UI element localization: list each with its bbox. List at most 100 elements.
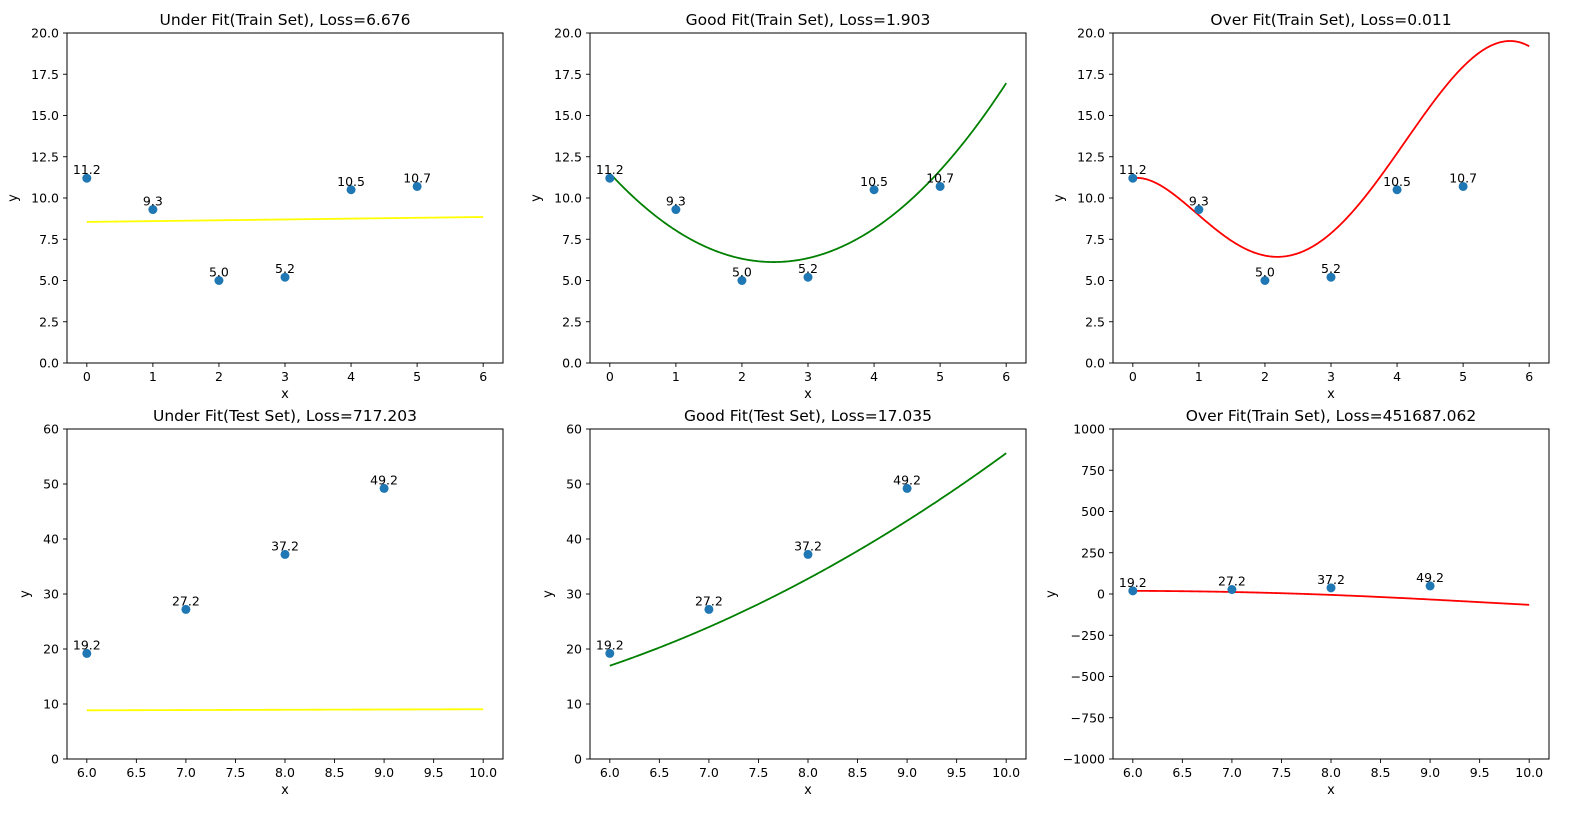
fit-line <box>1132 40 1530 258</box>
data-label: 10.5 <box>337 174 365 189</box>
data-point <box>1392 185 1402 195</box>
data-point <box>82 648 92 658</box>
x-tick-label: 8.0 <box>1321 765 1341 780</box>
y-tick-label: 0.0 <box>1085 356 1105 371</box>
x-tick-label: 5 <box>1459 369 1467 384</box>
chart-title: Over Fit(Train Set), Loss=451687.062 <box>1186 407 1477 425</box>
data-label: 27.2 <box>1218 574 1246 589</box>
data-point <box>148 205 158 215</box>
data-label: 5.2 <box>275 261 295 276</box>
x-tick-label: 7.5 <box>226 765 246 780</box>
data-label: 5.2 <box>798 261 818 276</box>
data-point <box>1458 181 1468 191</box>
x-tick-label: 7.5 <box>749 765 769 780</box>
data-label: 27.2 <box>695 593 723 608</box>
data-point <box>737 276 747 285</box>
x-axis-label: x <box>1327 387 1335 402</box>
x-tick-label: 5 <box>936 369 944 384</box>
chart-title: Over Fit(Train Set), Loss=0.011 <box>1210 11 1451 29</box>
y-tick-label: 250 <box>1081 545 1105 560</box>
data-point <box>605 173 615 183</box>
data-point <box>1194 205 1204 215</box>
x-tick-label: 1 <box>672 369 680 384</box>
y-axis-label: y <box>541 590 556 598</box>
data-point <box>280 272 290 282</box>
data-label: 37.2 <box>794 538 822 553</box>
data-point <box>803 272 813 282</box>
y-tick-label: 0 <box>1097 587 1105 602</box>
data-point <box>379 483 389 493</box>
data-point <box>280 549 290 559</box>
y-tick-label: 50 <box>43 477 59 492</box>
data-point <box>1326 583 1336 593</box>
x-tick-label: 7.5 <box>1272 765 1292 780</box>
y-tick-label: 0.0 <box>39 356 59 371</box>
data-point <box>82 173 92 183</box>
data-label: 27.2 <box>172 593 200 608</box>
axes-frame <box>66 32 504 364</box>
x-tick-label: 9.5 <box>424 765 444 780</box>
data-label: 49.2 <box>370 472 398 487</box>
x-tick-label: 2 <box>738 369 746 384</box>
y-tick-label: 5.0 <box>39 273 59 288</box>
y-tick-label: 40 <box>566 532 582 547</box>
y-tick-label: 10.0 <box>1077 191 1105 206</box>
y-tick-label: 7.5 <box>1085 232 1105 247</box>
data-label: 49.2 <box>893 472 921 487</box>
y-tick-label: 15.0 <box>1077 108 1105 123</box>
chart-title: Good Fit(Train Set), Loss=1.903 <box>686 11 931 29</box>
x-tick-label: 9.0 <box>897 765 917 780</box>
data-point <box>1227 585 1237 595</box>
x-tick-label: 6.5 <box>1172 765 1192 780</box>
y-tick-label: 750 <box>1081 463 1105 478</box>
data-point <box>803 549 813 559</box>
data-label: 5.0 <box>1255 265 1275 280</box>
y-tick-label: 15.0 <box>31 108 59 123</box>
y-tick-label: 500 <box>1081 504 1105 519</box>
y-tick-label: 5.0 <box>562 273 582 288</box>
x-tick-label: 9.5 <box>947 765 967 780</box>
chart-title: Under Fit(Test Set), Loss=717.203 <box>153 407 417 425</box>
y-tick-label: 15.0 <box>554 108 582 123</box>
y-tick-label: 12.5 <box>554 149 582 164</box>
fit-line <box>1132 589 1530 606</box>
data-label: 11.2 <box>1119 162 1147 177</box>
data-point <box>1326 272 1336 282</box>
y-tick-label: 2.5 <box>39 314 59 329</box>
data-label: 37.2 <box>271 538 299 553</box>
data-label: 5.0 <box>209 265 229 280</box>
data-label: 11.2 <box>596 162 624 177</box>
y-tick-label: 20.0 <box>1077 26 1105 41</box>
y-tick-label: 30 <box>566 587 582 602</box>
chart-panel-2: Good Fit(Train Set), Loss=1.903 0 1 2 3 4 5 6 0.… <box>529 11 1027 402</box>
x-tick-label: 9.0 <box>1420 765 1440 780</box>
x-tick-label: 10.0 <box>469 765 497 780</box>
data-label: 37.2 <box>1317 572 1345 587</box>
data-label: 9.3 <box>666 194 686 209</box>
data-point <box>346 185 356 195</box>
chart-title: Good Fit(Test Set), Loss=17.035 <box>684 407 932 425</box>
y-tick-label: 40 <box>43 532 59 547</box>
data-point <box>1260 276 1270 285</box>
x-tick-label: 3 <box>804 369 812 384</box>
data-point <box>605 648 615 658</box>
y-tick-label: 2.5 <box>562 314 582 329</box>
x-tick-label: 8.5 <box>848 765 868 780</box>
fit-line <box>609 452 1007 667</box>
data-point <box>1128 173 1138 183</box>
x-tick-label: 4 <box>347 369 355 384</box>
x-tick-label: 0 <box>83 369 91 384</box>
x-tick-label: 9.0 <box>374 765 394 780</box>
y-axis-label: y <box>18 590 33 598</box>
y-tick-label: 2.5 <box>1085 314 1105 329</box>
data-label: 5.0 <box>732 265 752 280</box>
data-point <box>671 205 681 215</box>
axes-frame <box>1112 32 1550 364</box>
data-point <box>869 185 879 195</box>
data-label: 19.2 <box>1119 575 1147 590</box>
x-tick-label: 6.5 <box>649 765 669 780</box>
chart-panel-1: Under Fit(Train Set), Loss=6.676 0 1 2 3 4 5 6 0… <box>6 11 504 402</box>
data-point <box>704 604 714 614</box>
chart-panel-6: Over Fit(Train Set), Loss=451687.062 6.0 6… <box>1044 407 1550 798</box>
x-tick-label: 0 <box>1129 369 1137 384</box>
